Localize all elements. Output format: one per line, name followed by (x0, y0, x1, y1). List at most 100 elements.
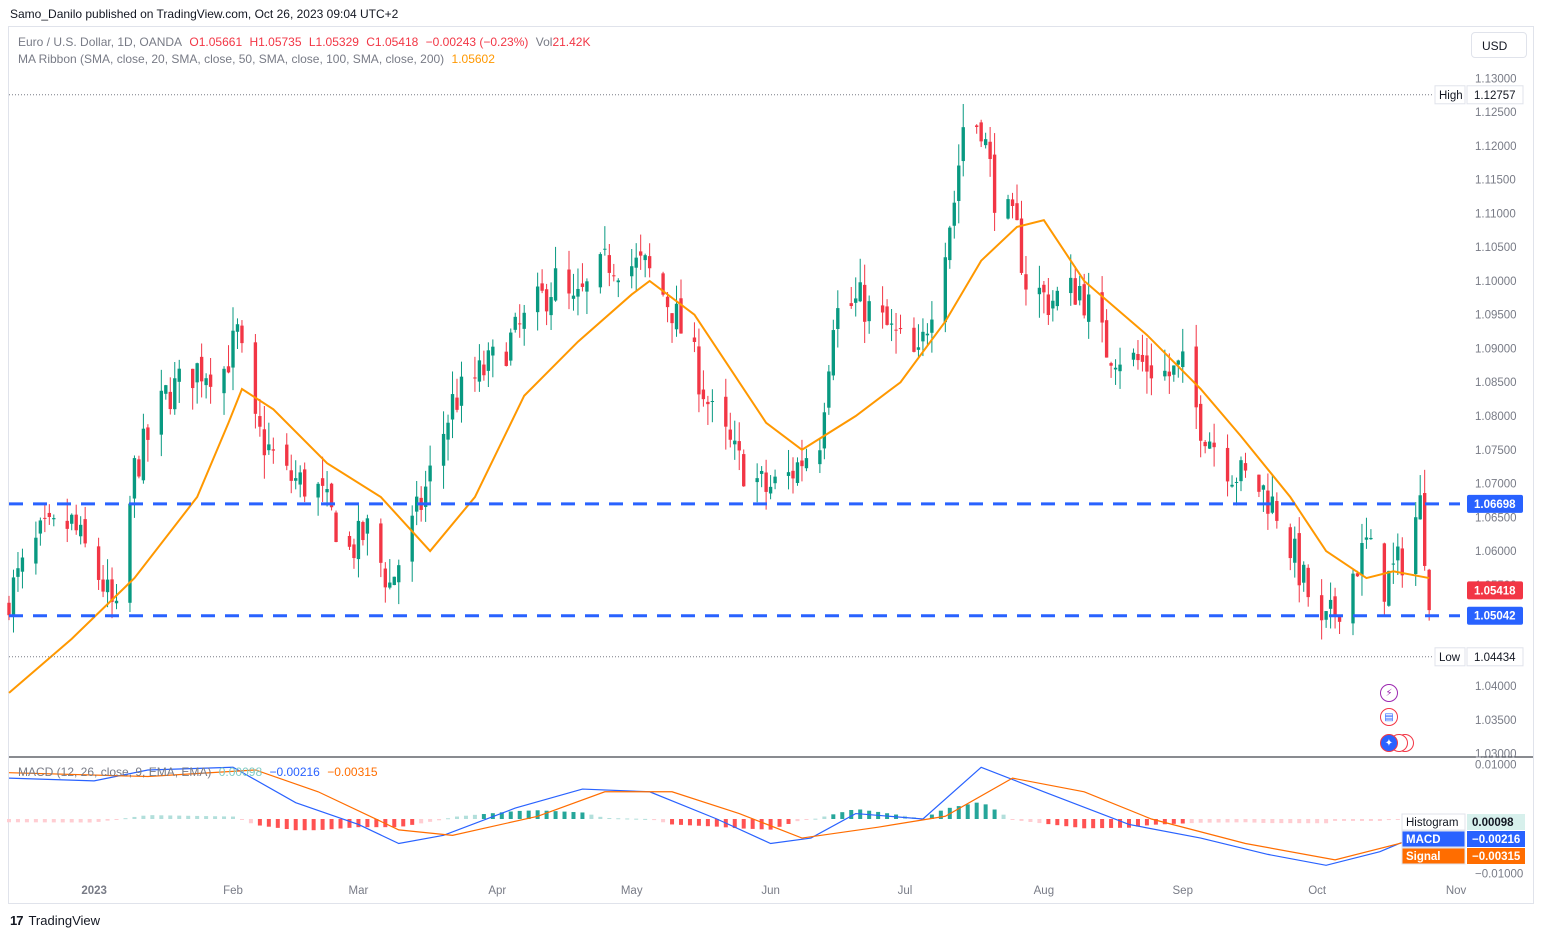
candle-body (168, 391, 172, 410)
macd-histogram-bar (177, 815, 182, 819)
candle-body (1051, 300, 1055, 309)
macd-histogram-bar (1386, 819, 1391, 821)
candle-body (146, 427, 150, 440)
macd-histogram-bar (1046, 819, 1051, 825)
macd-histogram-bar (1207, 819, 1212, 823)
macd-histogram-bar (750, 819, 755, 829)
candle-body (710, 401, 715, 403)
candle-body (226, 366, 231, 373)
candle-body (607, 255, 611, 273)
candle-body (1015, 203, 1019, 221)
candle-body (952, 202, 956, 226)
candle-body (164, 385, 168, 394)
candle-body (1387, 570, 1391, 606)
price-axis-tick: 1.08000 (1475, 411, 1517, 423)
legend-macd[interactable]: MACD (12, 26, close, 9, EMA, EMA) (18, 765, 212, 779)
candle-body (571, 295, 576, 299)
candle-body (1131, 352, 1136, 360)
legend-symbol[interactable]: Euro / U.S. Dollar, 1D, OANDA (18, 35, 183, 49)
candle-body (643, 255, 647, 261)
candle-body (1391, 563, 1395, 565)
candle-body (334, 512, 338, 543)
candle-body (768, 486, 773, 494)
macd-histogram-bar (822, 816, 827, 819)
candle-body (791, 470, 795, 479)
time-axis-label: Oct (1308, 885, 1327, 897)
candle-body (1046, 294, 1051, 315)
macd-histogram-bar (1225, 819, 1230, 823)
candle-body (52, 518, 56, 520)
candle-body (1355, 573, 1360, 577)
candle-body (105, 579, 110, 593)
macd-histogram-bar (222, 816, 227, 819)
macd-histogram-bar (616, 818, 621, 820)
time-axis-label: Jun (761, 885, 780, 897)
candle-body (1230, 484, 1234, 487)
us-flag-icon[interactable]: ▤ (1380, 708, 1398, 726)
candle-body (509, 332, 513, 361)
candle-body (1082, 284, 1086, 316)
macd-histogram-bar (553, 811, 558, 819)
candle-body (191, 368, 195, 389)
macd-histogram-bar (204, 816, 209, 819)
candle-body (1024, 274, 1028, 290)
last-price-bg (1467, 581, 1523, 600)
macd-histogram-bar (732, 819, 737, 829)
candle-body (576, 288, 580, 297)
candle-body (1006, 199, 1010, 219)
level-label: 1.05042 (1474, 611, 1516, 623)
candle-body (818, 450, 822, 465)
candle-body (612, 275, 616, 277)
level-label: 1.06698 (1474, 499, 1516, 511)
candle-body (930, 319, 934, 333)
time-axis-label: 2023 (81, 885, 107, 897)
macd-histogram-bar (320, 819, 325, 830)
macd-histogram-bar (1324, 819, 1329, 824)
time-axis-label: Mar (349, 885, 369, 897)
chart-frame (8, 26, 1534, 904)
candle-body (885, 306, 889, 325)
candle-body (1427, 569, 1431, 611)
lightning-icon[interactable]: ⚡ (1380, 684, 1398, 702)
macd-histogram-bar (652, 819, 657, 821)
macd-tag-value-bg (1467, 848, 1525, 864)
macd-histogram-bar (239, 819, 244, 820)
macd-tag-bg (1401, 830, 1466, 848)
macd-histogram-bar (186, 815, 191, 819)
macd-histogram-bar (759, 819, 764, 830)
candle-body (724, 396, 728, 427)
macd-histogram-bar (965, 804, 970, 819)
macd-histogram-bar (347, 819, 352, 828)
candle-body (701, 389, 706, 400)
legend-ma-ribbon[interactable]: MA Ribbon (SMA, close, 20, SMA, close, 5… (18, 52, 445, 66)
macd-histogram-bar (1315, 819, 1320, 824)
macd-tag-value: −0.00216 (1472, 834, 1520, 846)
macd-tag-label: Signal (1406, 851, 1441, 863)
macd-histogram-bar (1234, 819, 1239, 823)
eu-flag-icon[interactable]: ✦ (1380, 734, 1398, 752)
macd-histogram-bar (33, 819, 38, 823)
candle-body (365, 518, 370, 534)
candle-body (65, 520, 69, 529)
macd-histogram-bar (159, 815, 164, 819)
candle-body (522, 312, 526, 329)
macd-histogram-bar (96, 819, 101, 822)
legend-close: C1.05418 (366, 35, 419, 49)
macd-histogram-bar (849, 809, 854, 819)
currency-button[interactable]: USD (1471, 32, 1527, 58)
candle-body (867, 301, 871, 322)
macd-histogram-bar (956, 806, 961, 819)
footer-brand[interactable]: TradingView (28, 913, 101, 928)
macd-histogram-bar (1019, 819, 1024, 821)
candle-body (1104, 320, 1109, 358)
candle-body (670, 313, 674, 324)
candle-body (1414, 517, 1418, 575)
legend-high: H1.05735 (249, 35, 302, 49)
ma-legend: MA Ribbon (SMA, close, 20, SMA, close, 5… (18, 52, 499, 66)
candle-body (1167, 371, 1171, 377)
macd-histogram-bar (105, 819, 110, 821)
candle-body (1333, 596, 1337, 616)
candle-body (1113, 367, 1118, 370)
candle-body (1163, 370, 1167, 377)
